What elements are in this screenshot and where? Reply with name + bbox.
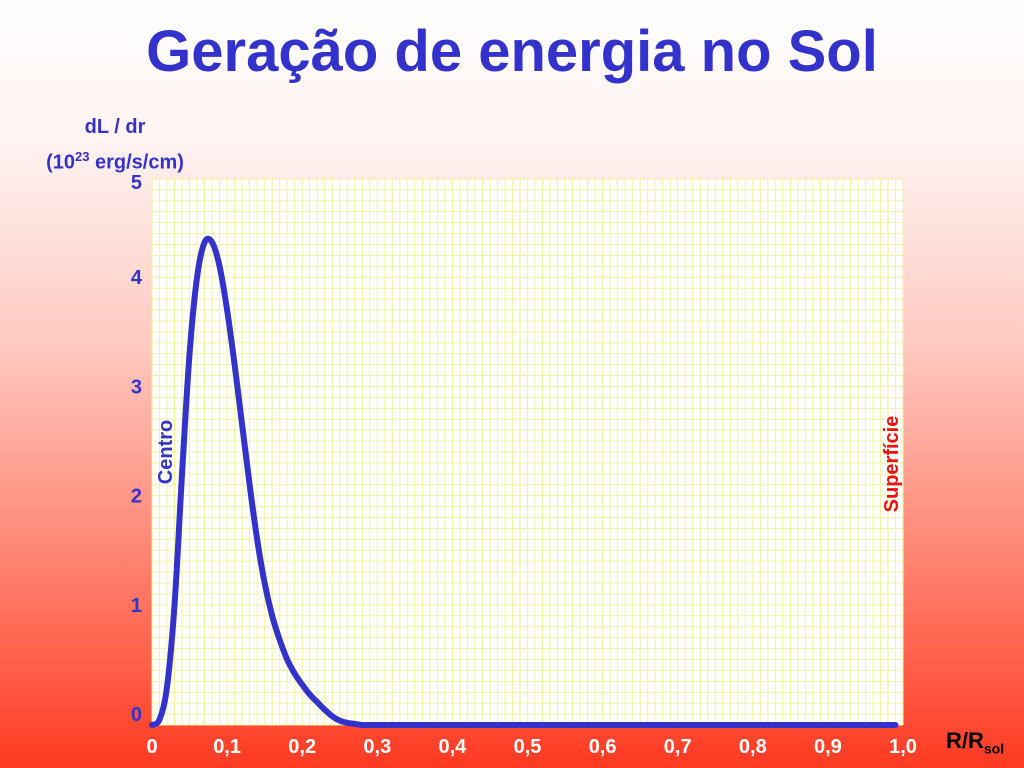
center-annotation: Centro <box>155 420 177 484</box>
x-axis-label-main: R/R <box>946 728 984 753</box>
x-axis-label-sub: sol <box>983 740 1005 757</box>
y-tick-label: 1 <box>131 595 142 617</box>
y-tick-label: 3 <box>131 376 142 398</box>
x-tick-labels: 0 0,1 0,2 0,3 0,4 0,5 0,6 0,7 0,8 0,9 1,0 <box>146 736 916 758</box>
y-axis-label-line2: (1023 erg/s/cm) <box>10 142 220 178</box>
x-tick-label: 0 <box>146 736 157 758</box>
y-axis-unit-suffix: erg/s/cm) <box>89 151 184 174</box>
x-tick-label: 0,9 <box>814 736 842 758</box>
y-tick-labels: 0 1 2 3 4 5 <box>131 172 143 726</box>
slide-title: Geração de energia no Sol <box>146 19 878 84</box>
y-tick-label: 2 <box>131 486 142 508</box>
x-tick-label: 0,6 <box>589 736 617 758</box>
x-tick-label: 0,4 <box>438 736 467 758</box>
y-axis-label-line1: dL / dr <box>84 116 146 138</box>
x-tick-label: 0,8 <box>739 736 767 758</box>
x-tick-label: 0,3 <box>363 736 391 758</box>
x-tick-label: 0,2 <box>288 736 316 758</box>
x-axis-label: R/Rsol <box>946 728 1004 756</box>
y-tick-label: 0 <box>131 704 142 726</box>
x-tick-label: 0,5 <box>514 736 542 758</box>
series-line <box>149 235 899 729</box>
y-axis-unit-exponent: 23 <box>74 149 90 164</box>
y-tick-label: 4 <box>131 267 143 289</box>
surface-annotation: Superfície <box>881 416 903 513</box>
y-axis-label: dL / dr (1023 erg/s/cm) <box>10 112 220 178</box>
x-tick-label: 1,0 <box>889 736 917 758</box>
x-tick-label: 0,7 <box>664 736 692 758</box>
x-tick-label: 0,1 <box>213 736 241 758</box>
y-tick-label: 5 <box>131 172 142 194</box>
grid-lines <box>151 178 904 726</box>
y-axis-unit-prefix: (10 <box>46 151 75 174</box>
